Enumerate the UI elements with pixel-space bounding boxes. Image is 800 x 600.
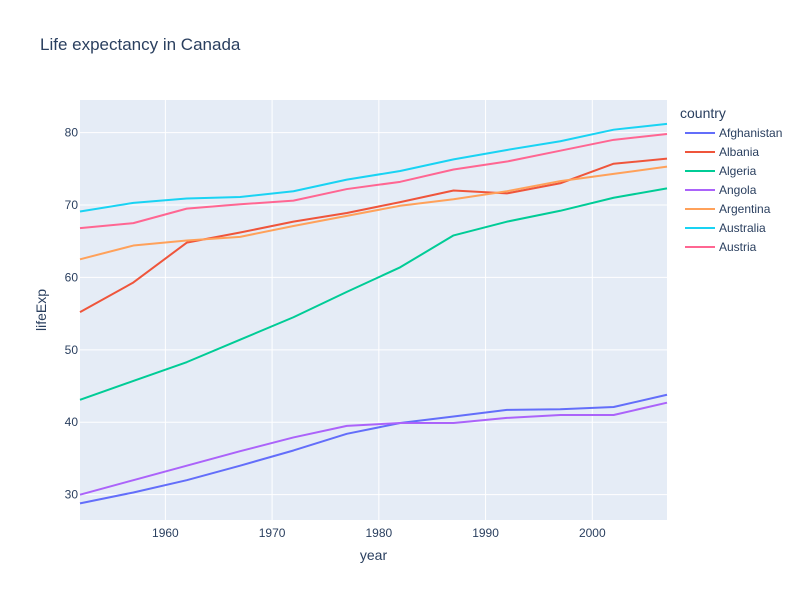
legend-item-angola[interactable]: Angola (685, 183, 757, 197)
y-axis-title: lifeExp (33, 289, 49, 331)
legend-items: Afghanistan Albania Algeria Angola Argentina… (685, 126, 782, 254)
legend-label: Argentina (719, 202, 771, 216)
legend-label: Afghanistan (719, 126, 782, 140)
series-line-angola (79, 401, 668, 496)
series-line-afghanistan (79, 393, 668, 505)
legend-item-austria[interactable]: Austria (685, 240, 757, 254)
chart-title: Life expectancy in Canada (40, 35, 241, 54)
x-tick-label: 1990 (472, 526, 499, 540)
series-line-argentina (79, 165, 668, 261)
y-tick-label: 60 (65, 270, 79, 284)
grid (80, 100, 667, 520)
legend-label: Angola (719, 183, 757, 197)
series-line-algeria (79, 187, 668, 401)
legend-title: country (680, 105, 726, 121)
x-tick-label: 2000 (579, 526, 606, 540)
legend-item-argentina[interactable]: Argentina (685, 202, 771, 216)
series-line-austria (79, 133, 668, 230)
legend-label: Albania (719, 145, 759, 159)
plot-area (80, 100, 667, 520)
legend-label: Algeria (719, 164, 757, 178)
legend-item-algeria[interactable]: Algeria (685, 164, 757, 178)
legend-label: Austria (719, 240, 757, 254)
y-tick-label: 40 (65, 415, 79, 429)
x-tick-label: 1970 (259, 526, 286, 540)
y-tick-label: 30 (65, 488, 79, 502)
legend: country AfghanistanAlbaniaAlgeriaAngolaA… (680, 105, 782, 254)
y-tick-label: 80 (65, 126, 79, 140)
legend-item-albania[interactable]: Albania (685, 145, 759, 159)
series-lines (79, 122, 668, 505)
y-tick-label: 50 (65, 343, 79, 357)
x-axis-title: year (360, 547, 388, 563)
x-axis-ticks: 1960 1970 1980 1990 2000 (152, 526, 606, 540)
series-line-australia (79, 122, 668, 213)
x-tick-label: 1960 (152, 526, 179, 540)
y-tick-label: 70 (65, 198, 79, 212)
legend-item-afghanistan[interactable]: Afghanistan (685, 126, 782, 140)
legend-label: Australia (719, 221, 766, 235)
legend-item-australia[interactable]: Australia (685, 221, 766, 235)
x-tick-label: 1980 (365, 526, 392, 540)
y-axis-ticks: 30 40 50 60 70 80 (65, 126, 79, 502)
